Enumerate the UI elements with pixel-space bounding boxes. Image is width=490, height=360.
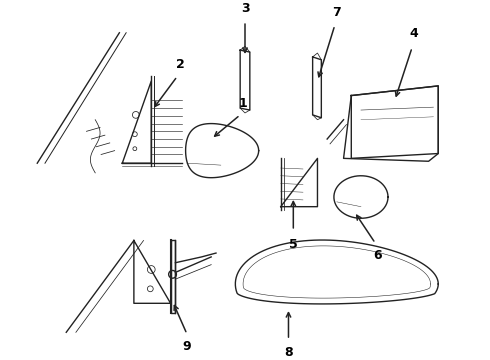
Text: 5: 5 bbox=[289, 238, 298, 251]
Text: 6: 6 bbox=[373, 249, 382, 262]
Text: 8: 8 bbox=[284, 346, 293, 359]
Text: 4: 4 bbox=[410, 27, 418, 40]
Text: 9: 9 bbox=[183, 340, 191, 353]
Text: 3: 3 bbox=[241, 3, 249, 15]
Text: 1: 1 bbox=[239, 97, 247, 110]
Text: 7: 7 bbox=[332, 6, 341, 19]
Text: 2: 2 bbox=[176, 58, 185, 71]
